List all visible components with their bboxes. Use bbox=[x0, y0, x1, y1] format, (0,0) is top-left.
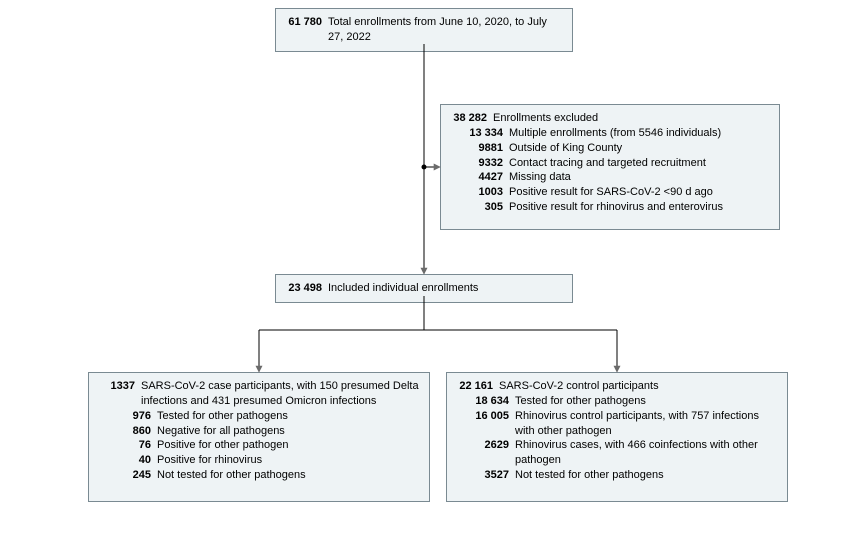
row-count: 13 334 bbox=[449, 126, 509, 141]
row-label: Not tested for other pathogens bbox=[157, 468, 421, 483]
row-count: 3527 bbox=[455, 468, 515, 483]
flow-row: 9881Outside of King County bbox=[449, 141, 771, 156]
row-label: Negative for all pathogens bbox=[157, 424, 421, 439]
flow-box-cases: 1337SARS-CoV-2 case participants, with 1… bbox=[88, 372, 430, 502]
row-label: Missing data bbox=[509, 170, 771, 185]
flow-row: 9332Contact tracing and targeted recruit… bbox=[449, 156, 771, 171]
row-count: 9332 bbox=[449, 156, 509, 171]
flow-row: 976Tested for other pathogens bbox=[97, 409, 421, 424]
row-label: Positive result for rhinovirus and enter… bbox=[509, 200, 771, 215]
row-count: 38 282 bbox=[449, 111, 493, 126]
row-count: 40 bbox=[97, 453, 157, 468]
flow-row: 16 005Rhinovirus control participants, w… bbox=[455, 409, 779, 439]
flow-row: 2629Rhinovirus cases, with 466 coinfecti… bbox=[455, 438, 779, 468]
row-label: Enrollments excluded bbox=[493, 111, 771, 126]
row-count: 1003 bbox=[449, 185, 509, 200]
row-count: 1337 bbox=[97, 379, 141, 394]
flow-row: 40Positive for rhinovirus bbox=[97, 453, 421, 468]
flow-row: 38 282Enrollments excluded bbox=[449, 111, 771, 126]
row-label: Multiple enrollments (from 5546 individu… bbox=[509, 126, 771, 141]
row-label: Positive for rhinovirus bbox=[157, 453, 421, 468]
row-count: 9881 bbox=[449, 141, 509, 156]
row-label: Outside of King County bbox=[509, 141, 771, 156]
row-count: 76 bbox=[97, 438, 157, 453]
row-label: Positive for other pathogen bbox=[157, 438, 421, 453]
row-label: SARS-CoV-2 case participants, with 150 p… bbox=[141, 379, 421, 409]
row-count: 2629 bbox=[455, 438, 515, 453]
flow-row: 61 780Total enrollments from June 10, 20… bbox=[284, 15, 564, 45]
row-count: 245 bbox=[97, 468, 157, 483]
row-count: 23 498 bbox=[284, 281, 328, 296]
row-label: Tested for other pathogens bbox=[515, 394, 779, 409]
row-label: Rhinovirus control participants, with 75… bbox=[515, 409, 779, 439]
row-count: 976 bbox=[97, 409, 157, 424]
row-count: 18 634 bbox=[455, 394, 515, 409]
flow-box-controls: 22 161SARS-CoV-2 control participants18 … bbox=[446, 372, 788, 502]
row-label: SARS-CoV-2 control participants bbox=[499, 379, 779, 394]
row-label: Not tested for other pathogens bbox=[515, 468, 779, 483]
row-label: Contact tracing and targeted recruitment bbox=[509, 156, 771, 171]
flow-row: 1003Positive result for SARS-CoV-2 <90 d… bbox=[449, 185, 771, 200]
row-count: 4427 bbox=[449, 170, 509, 185]
row-count: 305 bbox=[449, 200, 509, 215]
flow-row: 4427Missing data bbox=[449, 170, 771, 185]
flow-box-included: 23 498Included individual enrollments bbox=[275, 274, 573, 303]
flow-box-total: 61 780Total enrollments from June 10, 20… bbox=[275, 8, 573, 52]
flow-row: 3527Not tested for other pathogens bbox=[455, 468, 779, 483]
flow-row: 860Negative for all pathogens bbox=[97, 424, 421, 439]
flow-box-excluded: 38 282Enrollments excluded13 334Multiple… bbox=[440, 104, 780, 230]
flow-row: 245Not tested for other pathogens bbox=[97, 468, 421, 483]
flow-row: 1337SARS-CoV-2 case participants, with 1… bbox=[97, 379, 421, 409]
row-count: 16 005 bbox=[455, 409, 515, 424]
flow-row: 13 334Multiple enrollments (from 5546 in… bbox=[449, 126, 771, 141]
flow-row: 18 634Tested for other pathogens bbox=[455, 394, 779, 409]
row-count: 860 bbox=[97, 424, 157, 439]
row-count: 22 161 bbox=[455, 379, 499, 394]
row-label: Positive result for SARS-CoV-2 <90 d ago bbox=[509, 185, 771, 200]
row-label: Included individual enrollments bbox=[328, 281, 564, 296]
row-label: Rhinovirus cases, with 466 coinfections … bbox=[515, 438, 779, 468]
flow-row: 22 161SARS-CoV-2 control participants bbox=[455, 379, 779, 394]
flow-row: 305Positive result for rhinovirus and en… bbox=[449, 200, 771, 215]
row-count: 61 780 bbox=[284, 15, 328, 30]
flow-row: 76Positive for other pathogen bbox=[97, 438, 421, 453]
row-label: Total enrollments from June 10, 2020, to… bbox=[328, 15, 564, 45]
row-label: Tested for other pathogens bbox=[157, 409, 421, 424]
flow-row: 23 498Included individual enrollments bbox=[284, 281, 564, 296]
